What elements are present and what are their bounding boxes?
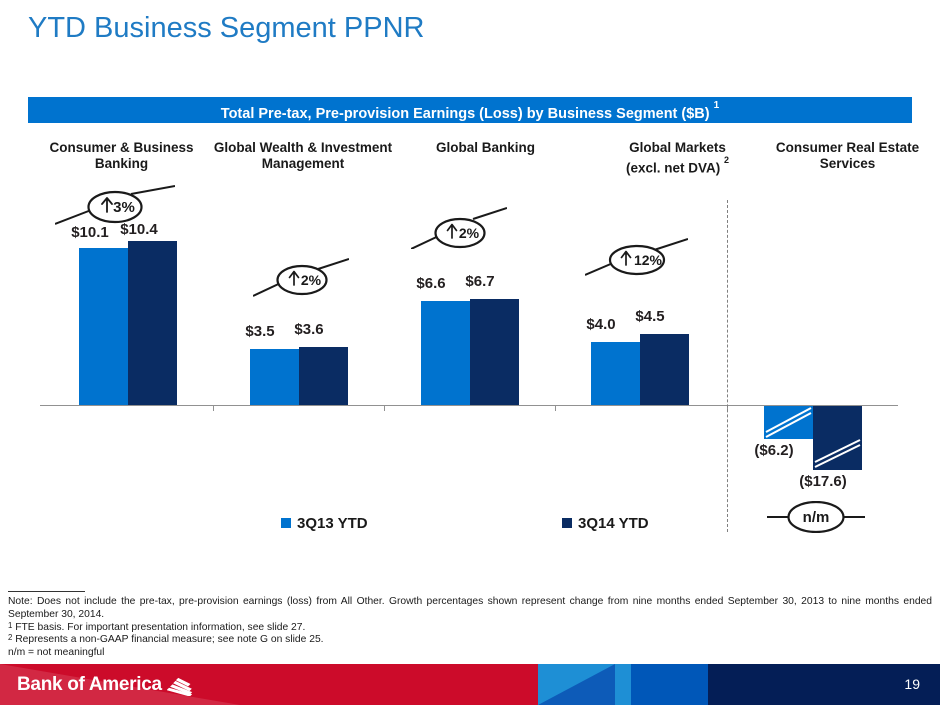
svg-text:3%: 3% xyxy=(113,199,135,216)
svg-text:2%: 2% xyxy=(459,225,480,241)
svg-text:12%: 12% xyxy=(634,252,663,268)
svg-text:n/m: n/m xyxy=(803,509,830,526)
svg-text:2%: 2% xyxy=(301,272,322,288)
